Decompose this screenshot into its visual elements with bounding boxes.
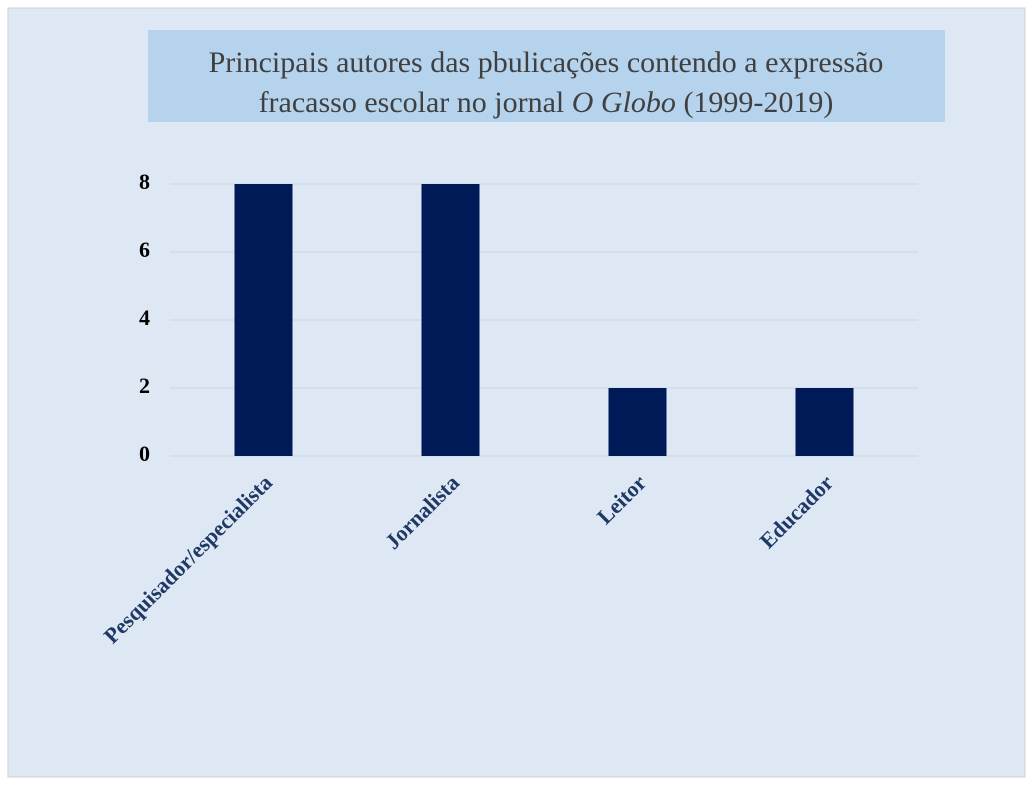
y-tick-label: 2 — [139, 373, 150, 398]
title-segment: fracasso escolar no jornal — [259, 86, 572, 119]
y-tick-label: 6 — [139, 237, 150, 262]
bar — [421, 184, 480, 456]
chart-title: Principais autores das pbulicações conte… — [209, 46, 884, 79]
title-box — [148, 30, 945, 122]
chart-area — [7, 7, 1026, 778]
title-segment: (1999-2019) — [676, 86, 833, 119]
bar — [608, 388, 667, 456]
bar — [234, 184, 293, 456]
title-segment: Principais autores das pbulicações conte… — [209, 46, 884, 79]
chart-title: fracasso escolar no jornal O Globo (1999… — [259, 86, 834, 119]
bar — [795, 388, 854, 456]
title-segment: O Globo — [572, 86, 676, 119]
y-tick-label: 8 — [139, 169, 150, 194]
y-tick-label: 0 — [139, 441, 150, 466]
y-tick-label: 4 — [139, 305, 150, 330]
